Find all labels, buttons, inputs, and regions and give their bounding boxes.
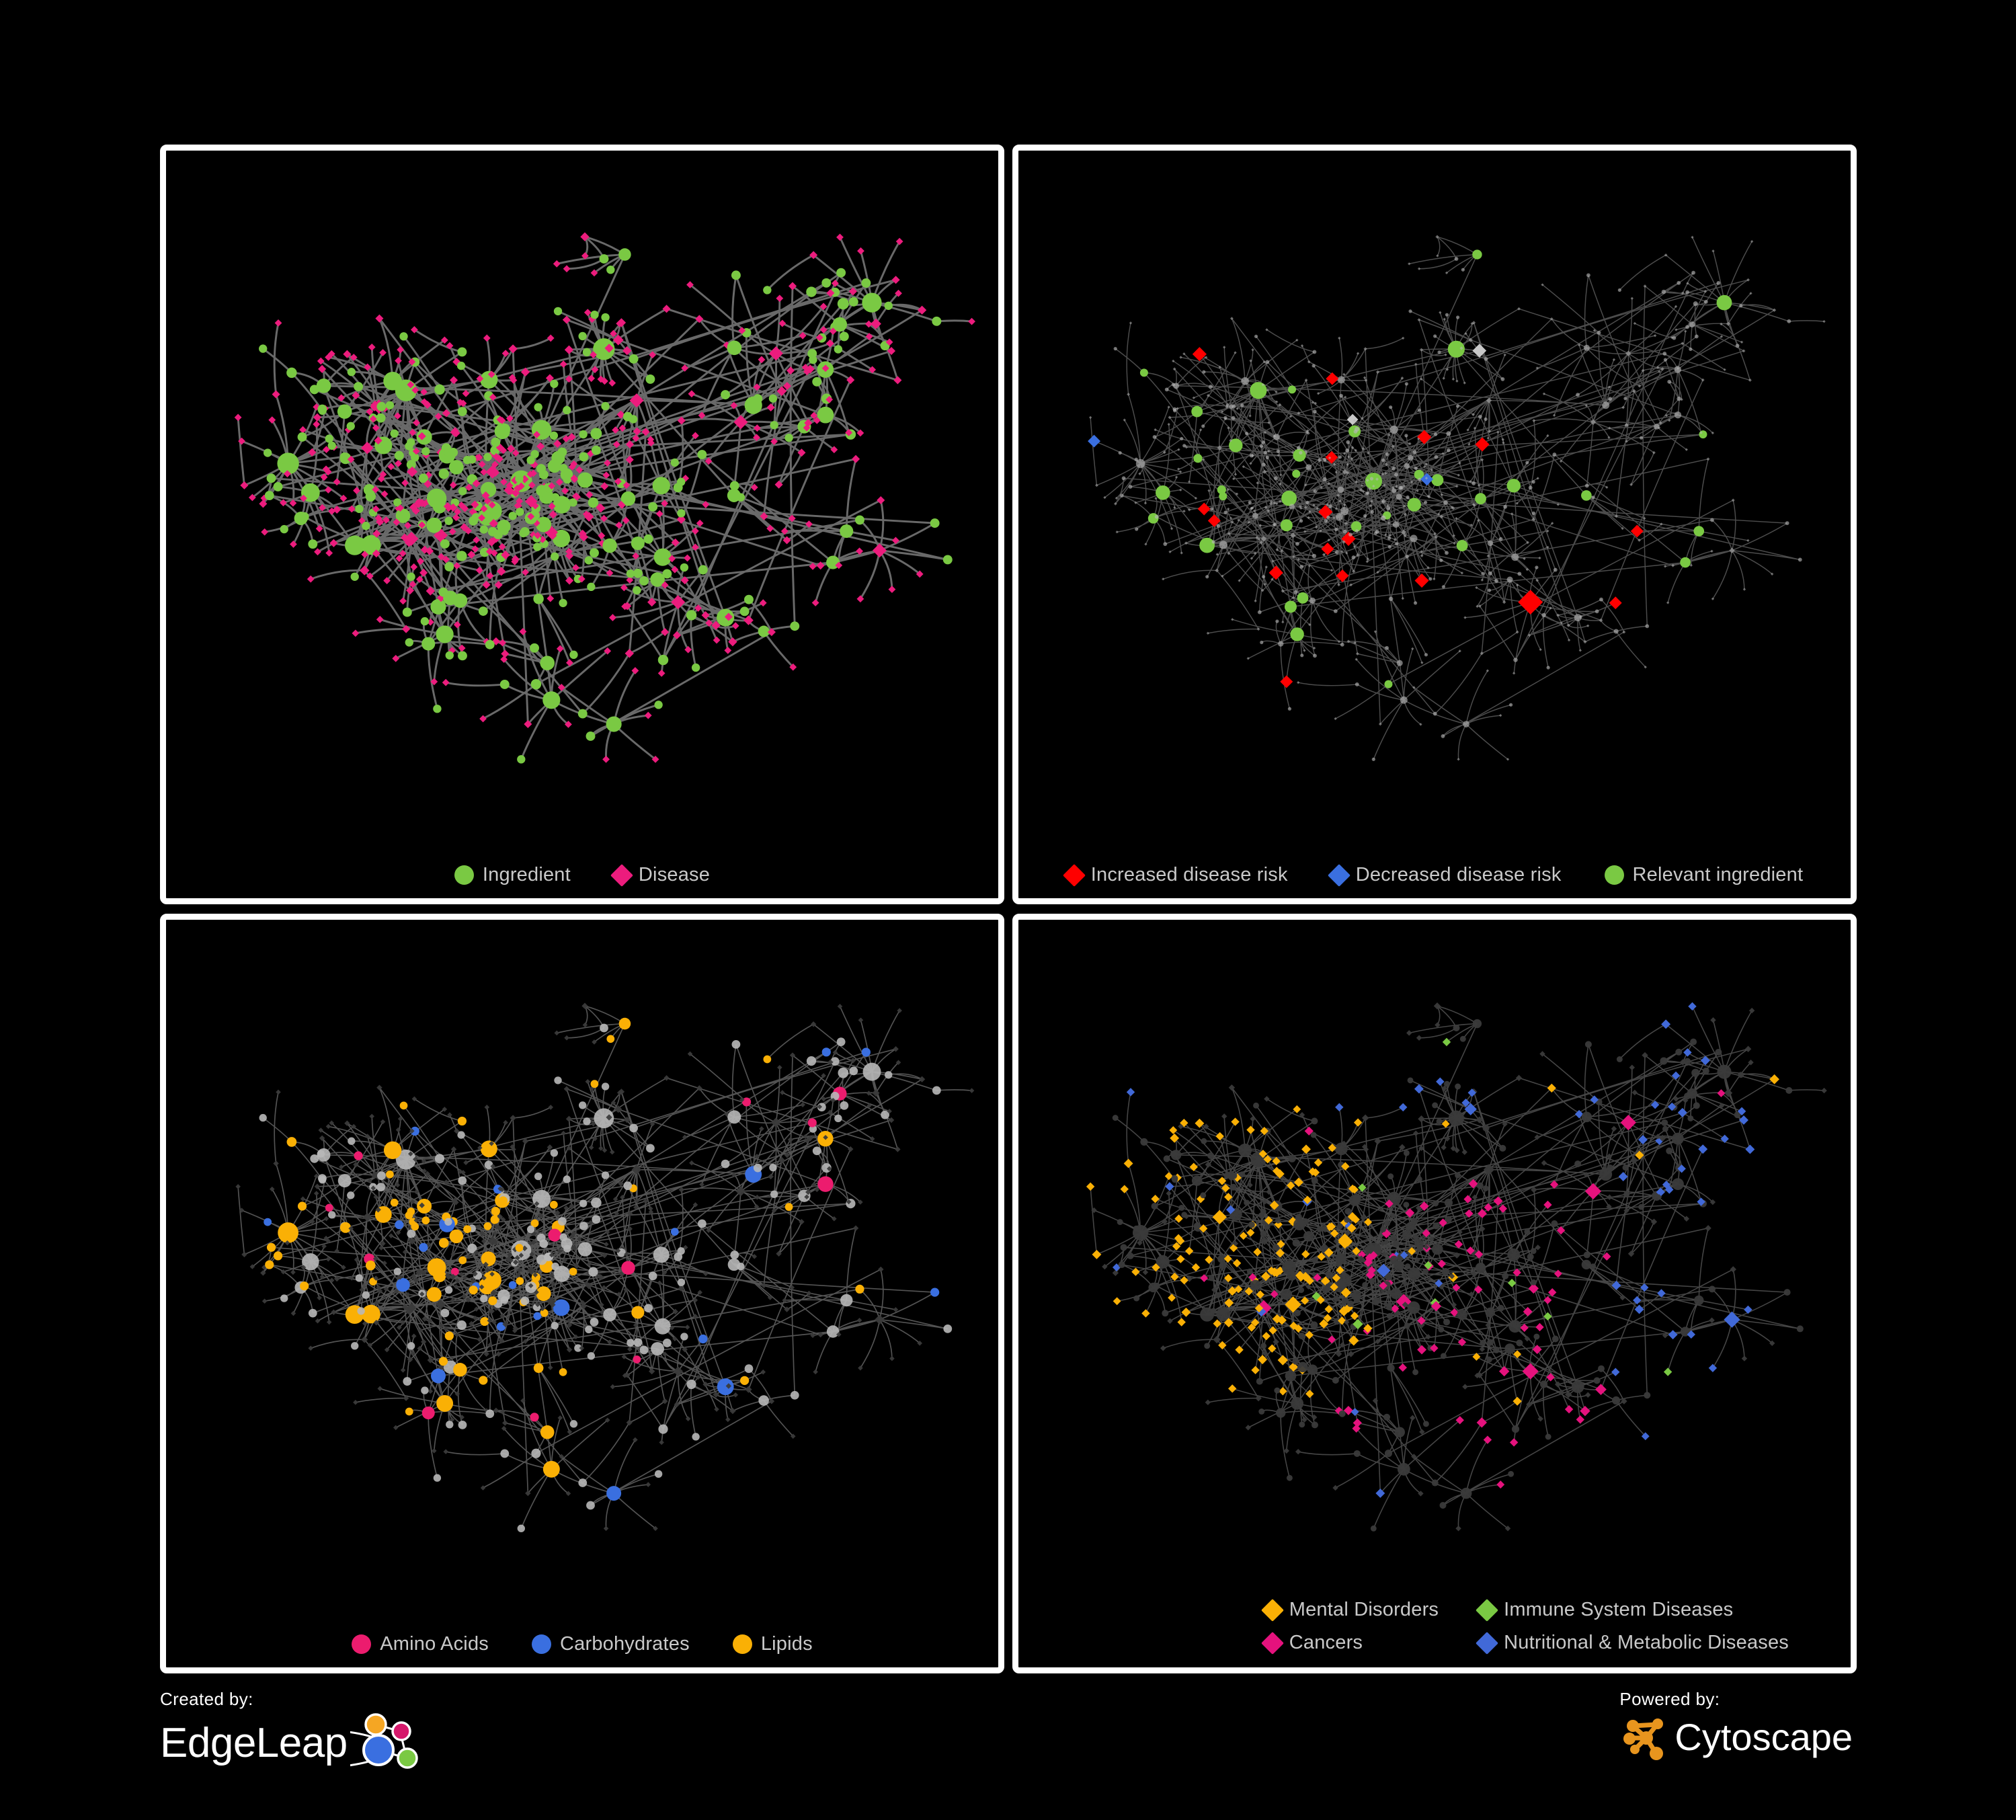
nutritional-metabolic-diseases-diamond-icon	[1476, 1631, 1499, 1655]
created-by-label: Created by:	[160, 1689, 253, 1709]
legend-item: Lipids	[732, 1633, 813, 1655]
edgeleap-logo-row: EdgeLeap	[160, 1711, 424, 1776]
legend-item: Ingredient	[454, 864, 571, 886]
legend-item: Immune System Diseases	[1476, 1598, 1734, 1622]
cytoscape-logo-row: Cytoscape	[1619, 1711, 1853, 1764]
legend-ingredient-disease: Ingredient Disease	[166, 863, 998, 887]
carbohydrates-circle-icon	[531, 1634, 551, 1654]
immune-system-diseases-diamond-icon	[1476, 1598, 1499, 1622]
powered-by-label: Powered by:	[1619, 1689, 1720, 1709]
legend-label: Nutritional & Metabolic Diseases	[1504, 1632, 1789, 1653]
cytoscape-wordmark: Cytoscape	[1675, 1716, 1853, 1758]
cancers-diamond-icon	[1260, 1631, 1284, 1655]
network-canvas-ingredient-classes[interactable]	[166, 920, 998, 1667]
legend-disease-classes: Mental Disorders Immune System Diseases Ca…	[1247, 1598, 1806, 1655]
disease-diamond-icon	[610, 863, 633, 887]
legend-label: Increased disease risk	[1090, 864, 1288, 885]
legend-label: Cancers	[1289, 1632, 1363, 1653]
legend-label: Lipids	[760, 1633, 813, 1655]
legend-label: Relevant ingredient	[1632, 864, 1804, 885]
legend-label: Amino Acids	[380, 1633, 489, 1655]
legend-label: Carbohydrates	[559, 1633, 690, 1655]
legend-label: Mental Disorders	[1289, 1599, 1439, 1620]
legend-item: Increased disease risk	[1062, 863, 1288, 887]
cytoscape-branding[interactable]: Powered by: Cytoscape	[1619, 1689, 1853, 1764]
legend-item: Cancers	[1260, 1631, 1363, 1655]
legend-item: Mental Disorders	[1260, 1598, 1439, 1622]
legend-item: Relevant ingredient	[1604, 864, 1804, 886]
ingredient-circle-icon	[454, 865, 474, 885]
legend-label: Decreased disease risk	[1355, 864, 1562, 885]
decreased-risk-diamond-icon	[1327, 863, 1350, 887]
legend-item: Carbohydrates	[531, 1633, 690, 1655]
panel-disease-classes[interactable]: Mental Disorders Immune System Diseases Ca…	[1012, 914, 1857, 1673]
amino-acids-circle-icon	[352, 1634, 372, 1654]
panel-disease-risk[interactable]: Increased disease risk Decreased disease …	[1012, 145, 1857, 904]
panel-ingredient-classes[interactable]: Amino Acids Carbohydrates Lipids	[160, 914, 1004, 1673]
legend-label: Disease	[638, 864, 711, 885]
relevant-ingredient-circle-icon	[1604, 865, 1624, 885]
legend-label: Immune System Diseases	[1504, 1599, 1734, 1620]
legend-item: Amino Acids	[352, 1633, 489, 1655]
lipids-circle-icon	[732, 1634, 752, 1654]
legend-ingredient-classes: Amino Acids Carbohydrates Lipids	[166, 1633, 998, 1655]
edgeleap-wordmark: EdgeLeap	[160, 1720, 348, 1766]
mental-disorders-diamond-icon	[1260, 1598, 1284, 1622]
figure-footer: Created by: EdgeLeap Powered by:	[160, 1681, 1857, 1802]
edgeleap-network-logo-icon	[350, 1713, 418, 1769]
network-canvas-disease-risk[interactable]	[1018, 151, 1851, 898]
legend-label: Ingredient	[482, 864, 571, 885]
legend-item: Nutritional & Metabolic Diseases	[1476, 1631, 1789, 1655]
cytoscape-network-logo-icon	[1623, 1718, 1664, 1760]
panel-ingredient-disease[interactable]: Ingredient Disease	[160, 145, 1004, 904]
figure-panel-grid: Ingredient Disease Increased disease risk…	[160, 145, 1857, 1673]
edgeleap-branding[interactable]: Created by: EdgeLeap	[160, 1689, 424, 1776]
increased-risk-diamond-icon	[1062, 863, 1086, 887]
legend-item: Disease	[610, 863, 711, 887]
network-canvas-disease-classes[interactable]	[1018, 920, 1851, 1667]
legend-disease-risk: Increased disease risk Decreased disease …	[1018, 863, 1851, 887]
network-canvas-ingredient-disease[interactable]	[166, 151, 998, 898]
legend-item: Decreased disease risk	[1327, 863, 1562, 887]
